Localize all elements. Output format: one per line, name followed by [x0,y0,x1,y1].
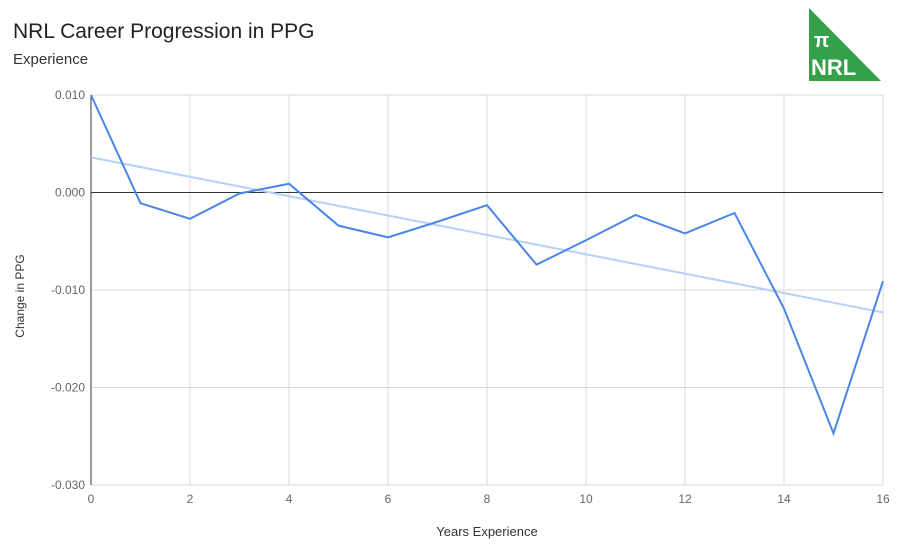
nrl-logo: π NRL [809,8,881,81]
x-tick-label: 12 [678,492,692,506]
y-tick-label: -0.020 [51,381,85,395]
logo-pi: π [814,30,829,52]
trendline [90,156,884,314]
x-tick-label: 8 [484,492,491,506]
x-tick-label: 16 [876,492,890,506]
x-tick-label: 10 [579,492,593,506]
y-tick-label: 0.010 [55,88,85,102]
x-axis-label: Years Experience [436,524,537,539]
chart-title: NRL Career Progression in PPG [13,20,315,43]
x-tick-label: 0 [88,492,95,506]
x-tick-label: 2 [187,492,194,506]
y-tick-label: -0.010 [51,283,85,297]
y-tick-label: -0.030 [51,478,85,492]
x-tick-label: 14 [777,492,791,506]
logo-nrl: NRL [811,55,856,80]
logo-triangle [809,8,881,81]
y-axis-label: Change in PPG [13,254,27,337]
y-tick-label: 0.000 [55,186,85,200]
chart-subtitle: Experience [13,51,89,68]
x-tick-label: 4 [286,492,293,506]
x-tick-label: 6 [385,492,392,506]
